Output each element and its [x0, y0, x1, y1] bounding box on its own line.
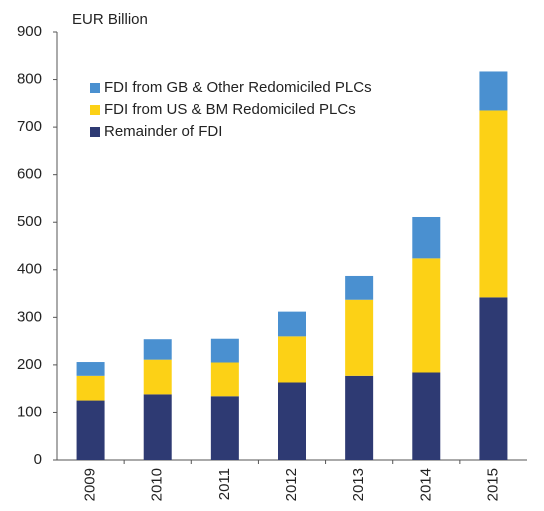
x-tick-label: 2009	[82, 468, 99, 501]
legend-label: FDI from US & BM Redomiciled PLCs	[104, 101, 356, 118]
bar-segment	[278, 311, 306, 337]
bar-segment	[278, 336, 306, 383]
bar-segment	[76, 375, 105, 401]
y-tick-label: 500	[17, 213, 42, 230]
y-tick-label: 700	[17, 118, 42, 135]
y-tick-label: 900	[17, 23, 42, 40]
bar-segment	[210, 362, 239, 397]
bar-segment	[210, 396, 239, 460]
bar-segment	[143, 394, 172, 460]
y-tick-label: 200	[17, 356, 42, 373]
x-tick-label: 2015	[484, 468, 501, 501]
y-tick-label: 100	[17, 403, 42, 420]
legend-label: FDI from GB & Other Redomiciled PLCs	[104, 79, 372, 96]
bar-segment	[278, 382, 306, 460]
x-tick-label: 2011	[216, 468, 233, 500]
bar-segment	[479, 110, 508, 298]
y-axis-label: EUR Billion	[72, 11, 148, 28]
bar-segment	[345, 275, 374, 300]
legend-swatch	[90, 105, 100, 115]
legend-label: Remainder of FDI	[104, 123, 222, 140]
legend-swatch	[90, 127, 100, 137]
y-tick-label: 400	[17, 261, 42, 278]
x-tick-label: 2013	[350, 468, 367, 501]
y-tick-label: 800	[17, 71, 42, 88]
bar-segment	[345, 375, 374, 460]
bar-segment	[76, 362, 105, 376]
bar-segment	[143, 359, 172, 395]
bar-segment	[412, 216, 441, 259]
x-tick-label: 2014	[417, 468, 434, 501]
y-tick-label: 0	[34, 451, 42, 468]
bar-segment	[345, 299, 374, 376]
x-tick-label: 2012	[283, 468, 300, 501]
bar-segment	[210, 338, 239, 363]
bar-segment	[479, 297, 508, 460]
y-tick-label: 300	[17, 308, 42, 325]
bar-segment	[412, 258, 441, 373]
legend-swatch	[90, 83, 100, 93]
bar-segment	[143, 339, 172, 360]
x-tick-label: 2010	[149, 468, 166, 501]
y-tick-label: 600	[17, 166, 42, 183]
bar-segment	[412, 372, 441, 460]
bar-segment	[76, 400, 105, 460]
bar-segment	[479, 71, 508, 111]
